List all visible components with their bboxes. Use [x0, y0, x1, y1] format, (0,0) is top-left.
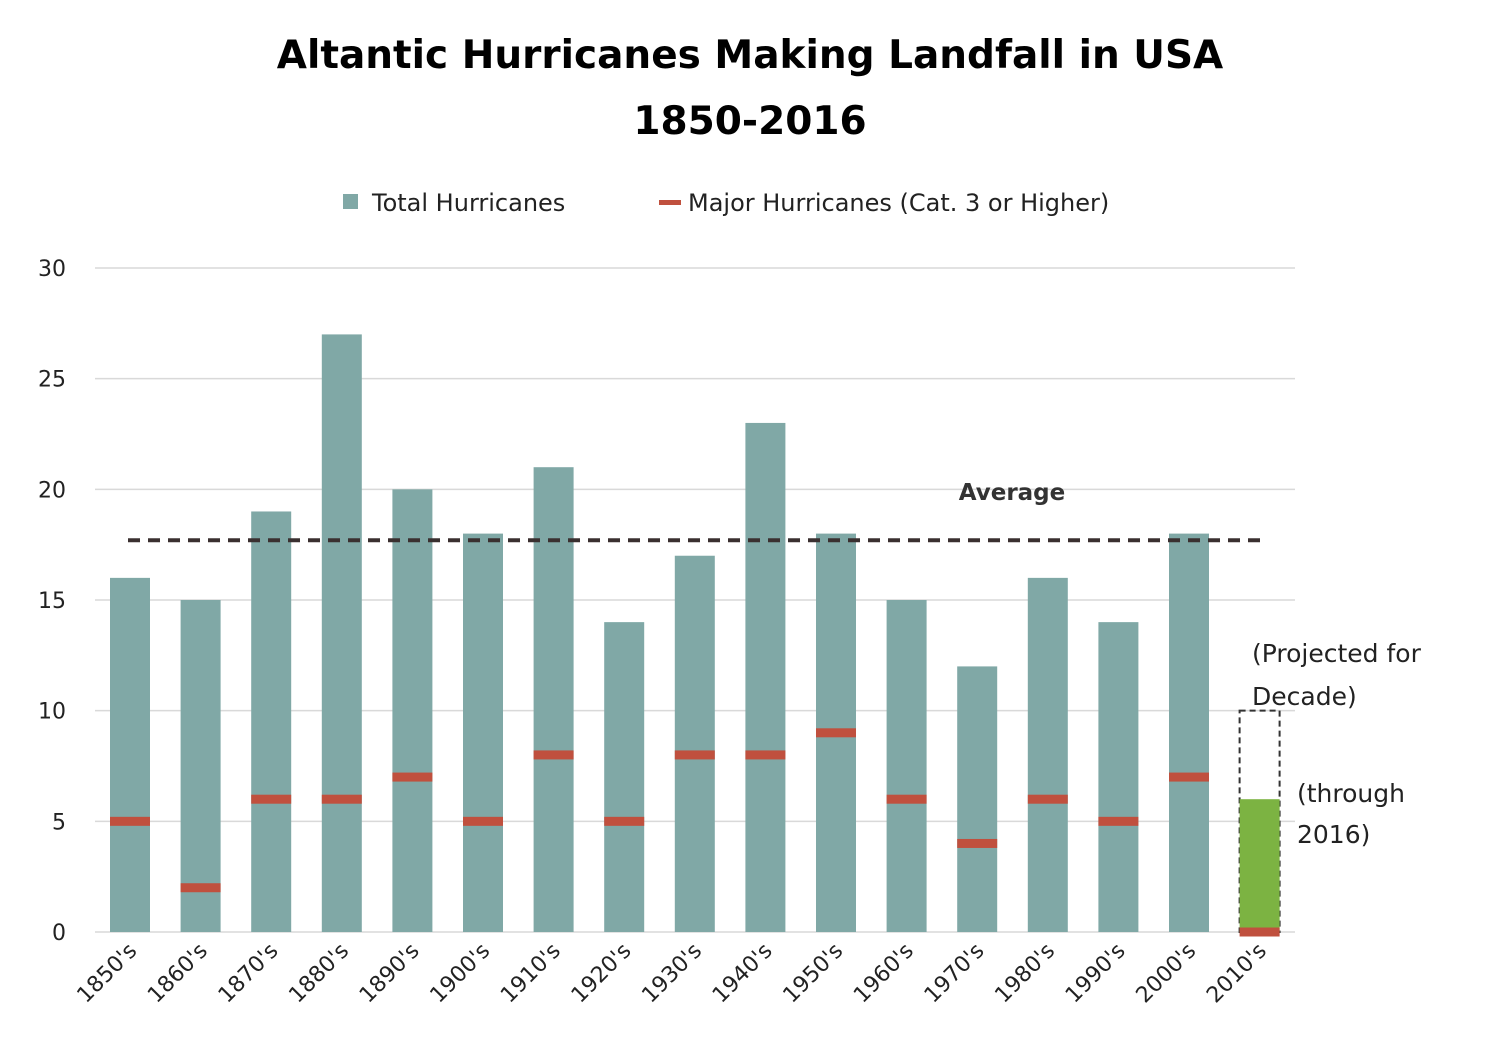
marker-major-1920's — [604, 816, 645, 826]
bar-total-1860's — [180, 600, 221, 932]
x-tick-label-1930's: 1930's — [637, 939, 707, 1009]
legend-major-swatch — [659, 200, 681, 205]
bar-total-1910's — [533, 467, 574, 932]
x-tick-label-1880's: 1880's — [284, 939, 354, 1009]
x-tick-label-1980's: 1980's — [990, 939, 1060, 1009]
marker-major-1970's — [957, 838, 998, 848]
x-tick-label-1970's: 1970's — [920, 939, 990, 1009]
legend-major-label: Major Hurricanes (Cat. 3 or Higher) — [688, 189, 1109, 217]
marker-major-1950's — [816, 728, 856, 738]
marker-major-2010's — [1239, 927, 1280, 937]
marker-major-1940's — [745, 750, 786, 760]
chart-title-line1: Altantic Hurricanes Making Landfall in U… — [277, 33, 1223, 78]
marker-major-2000's — [1169, 772, 1209, 782]
bar-total-1990's — [1098, 622, 1139, 932]
marker-major-1900's — [463, 816, 503, 826]
x-tick-label-1960's: 1960's — [849, 939, 919, 1009]
y-tick-label-15: 15 — [38, 589, 66, 614]
x-tick-label-1910's: 1910's — [496, 939, 566, 1009]
y-tick-label-20: 20 — [38, 478, 66, 503]
y-axis: 0 5 10 15 20 25 30 — [38, 257, 66, 946]
marker-major-1880's — [321, 794, 362, 804]
bar-total-2010's — [1239, 799, 1280, 932]
marker-major-1990's — [1098, 816, 1139, 826]
x-tick-label-1850's: 1850's — [73, 939, 143, 1009]
bar-total-1850's — [110, 577, 150, 932]
marker-major-1910's — [533, 750, 574, 760]
x-tick-label-1870's: 1870's — [214, 939, 284, 1009]
projected-annotation-line1: (Projected for — [1252, 639, 1422, 668]
bars — [110, 334, 1281, 937]
bar-total-1970's — [957, 666, 998, 932]
bar-total-1870's — [251, 511, 292, 932]
marker-major-1850's — [110, 816, 150, 826]
y-tick-label-10: 10 — [38, 700, 66, 725]
x-axis: 1850's 1860's 1870's 1880's 1890's 1900's 1910… — [73, 939, 1272, 1009]
bar-total-1900's — [463, 533, 503, 932]
projected-annotation-line2: Decade) — [1252, 682, 1357, 711]
bar-total-1940's — [745, 422, 786, 932]
average-label: Average — [959, 480, 1066, 506]
legend-total-swatch — [343, 194, 358, 209]
marker-major-1930's — [674, 750, 715, 760]
bar-total-1920's — [604, 622, 645, 932]
through-annotation-line2: 2016) — [1297, 820, 1370, 849]
x-tick-label-2000's: 2000's — [1132, 939, 1202, 1009]
bar-total-1960's — [886, 600, 927, 932]
marker-major-1860's — [180, 883, 221, 893]
x-tick-label-1950's: 1950's — [779, 939, 849, 1009]
legend-total-label: Total Hurricanes — [371, 189, 565, 217]
bar-total-1930's — [674, 555, 715, 932]
marker-major-1870's — [251, 794, 292, 804]
bar-total-2000's — [1169, 533, 1209, 932]
y-tick-label-25: 25 — [38, 368, 66, 393]
chart-title-line2: 1850-2016 — [633, 99, 866, 144]
x-tick-label-1920's: 1920's — [567, 939, 637, 1009]
x-tick-label-1990's: 1990's — [1061, 939, 1131, 1009]
x-tick-label-1890's: 1890's — [355, 939, 425, 1009]
y-tick-label-30: 30 — [38, 257, 66, 282]
x-tick-label-1900's: 1900's — [426, 939, 496, 1009]
bar-total-1890's — [392, 489, 433, 932]
legend: Total Hurricanes Major Hurricanes (Cat. … — [343, 189, 1109, 217]
x-tick-label-1860's: 1860's — [143, 939, 213, 1009]
bar-total-1980's — [1027, 577, 1068, 932]
x-tick-label-2010's: 2010's — [1202, 939, 1272, 1009]
marker-major-1980's — [1027, 794, 1068, 804]
marker-major-1890's — [392, 772, 433, 782]
y-tick-label-0: 0 — [52, 921, 66, 946]
bar-total-1880's — [321, 334, 362, 932]
marker-major-1960's — [886, 794, 927, 804]
y-tick-label-5: 5 — [52, 810, 66, 835]
through-annotation-line1: (through — [1297, 779, 1405, 808]
x-tick-label-1940's: 1940's — [708, 939, 778, 1009]
